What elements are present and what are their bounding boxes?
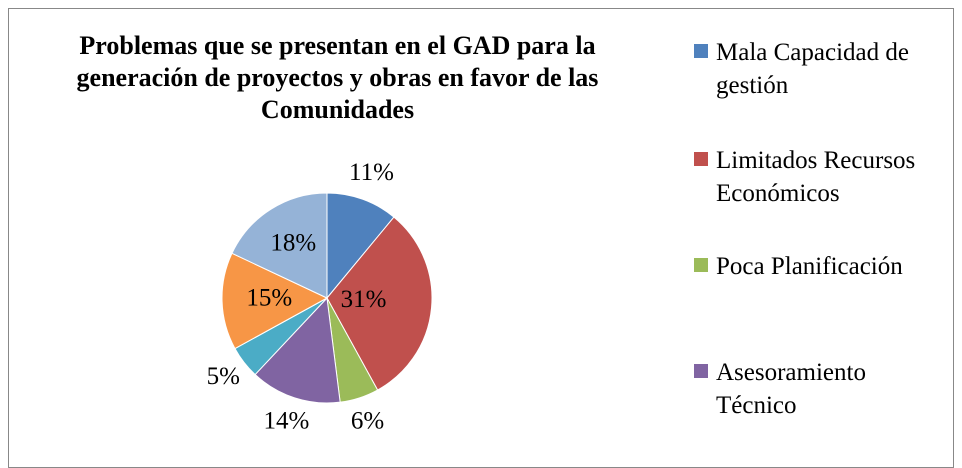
legend-swatch [694,258,708,272]
pie-slice [326,192,395,300]
legend-swatch [694,44,708,58]
legend-label: Mala Capacidad de gestión [716,39,909,99]
pie-slice [221,252,329,350]
data-label: 15% [246,285,292,312]
legend-label: Poca Planificación [716,253,903,280]
chart: 11% 31% 6% 14% 5% 15% 18% Problemas que se pre… [8,8,954,468]
legend-label: Limitados Recursos Económicos [716,147,916,207]
legend-entry: Poca Planificación [694,250,944,283]
legend-entry: Limitados Recursos Económicos [694,144,944,210]
pie-slice [254,296,341,404]
legend-entry: Asesoramiento Técnico [694,356,944,422]
chart-title: Problemas que se presentan en el GAD par… [76,31,599,124]
data-label: 6% [351,408,384,435]
data-label: 14% [264,408,310,435]
data-label: 31% [341,286,387,313]
legend-swatch [694,364,708,378]
pie-area: 11% 31% 6% 14% 5% 15% 18% [207,159,433,435]
data-label: 5% [207,363,240,390]
data-label: 18% [270,230,316,257]
legend-swatch [694,152,708,166]
pie-slice [326,216,433,391]
legend-entry: Mala Capacidad de gestión [694,36,944,102]
data-label: 11% [349,159,394,186]
pie-slice [231,192,328,299]
legend-label: Asesoramiento Técnico [716,359,866,419]
